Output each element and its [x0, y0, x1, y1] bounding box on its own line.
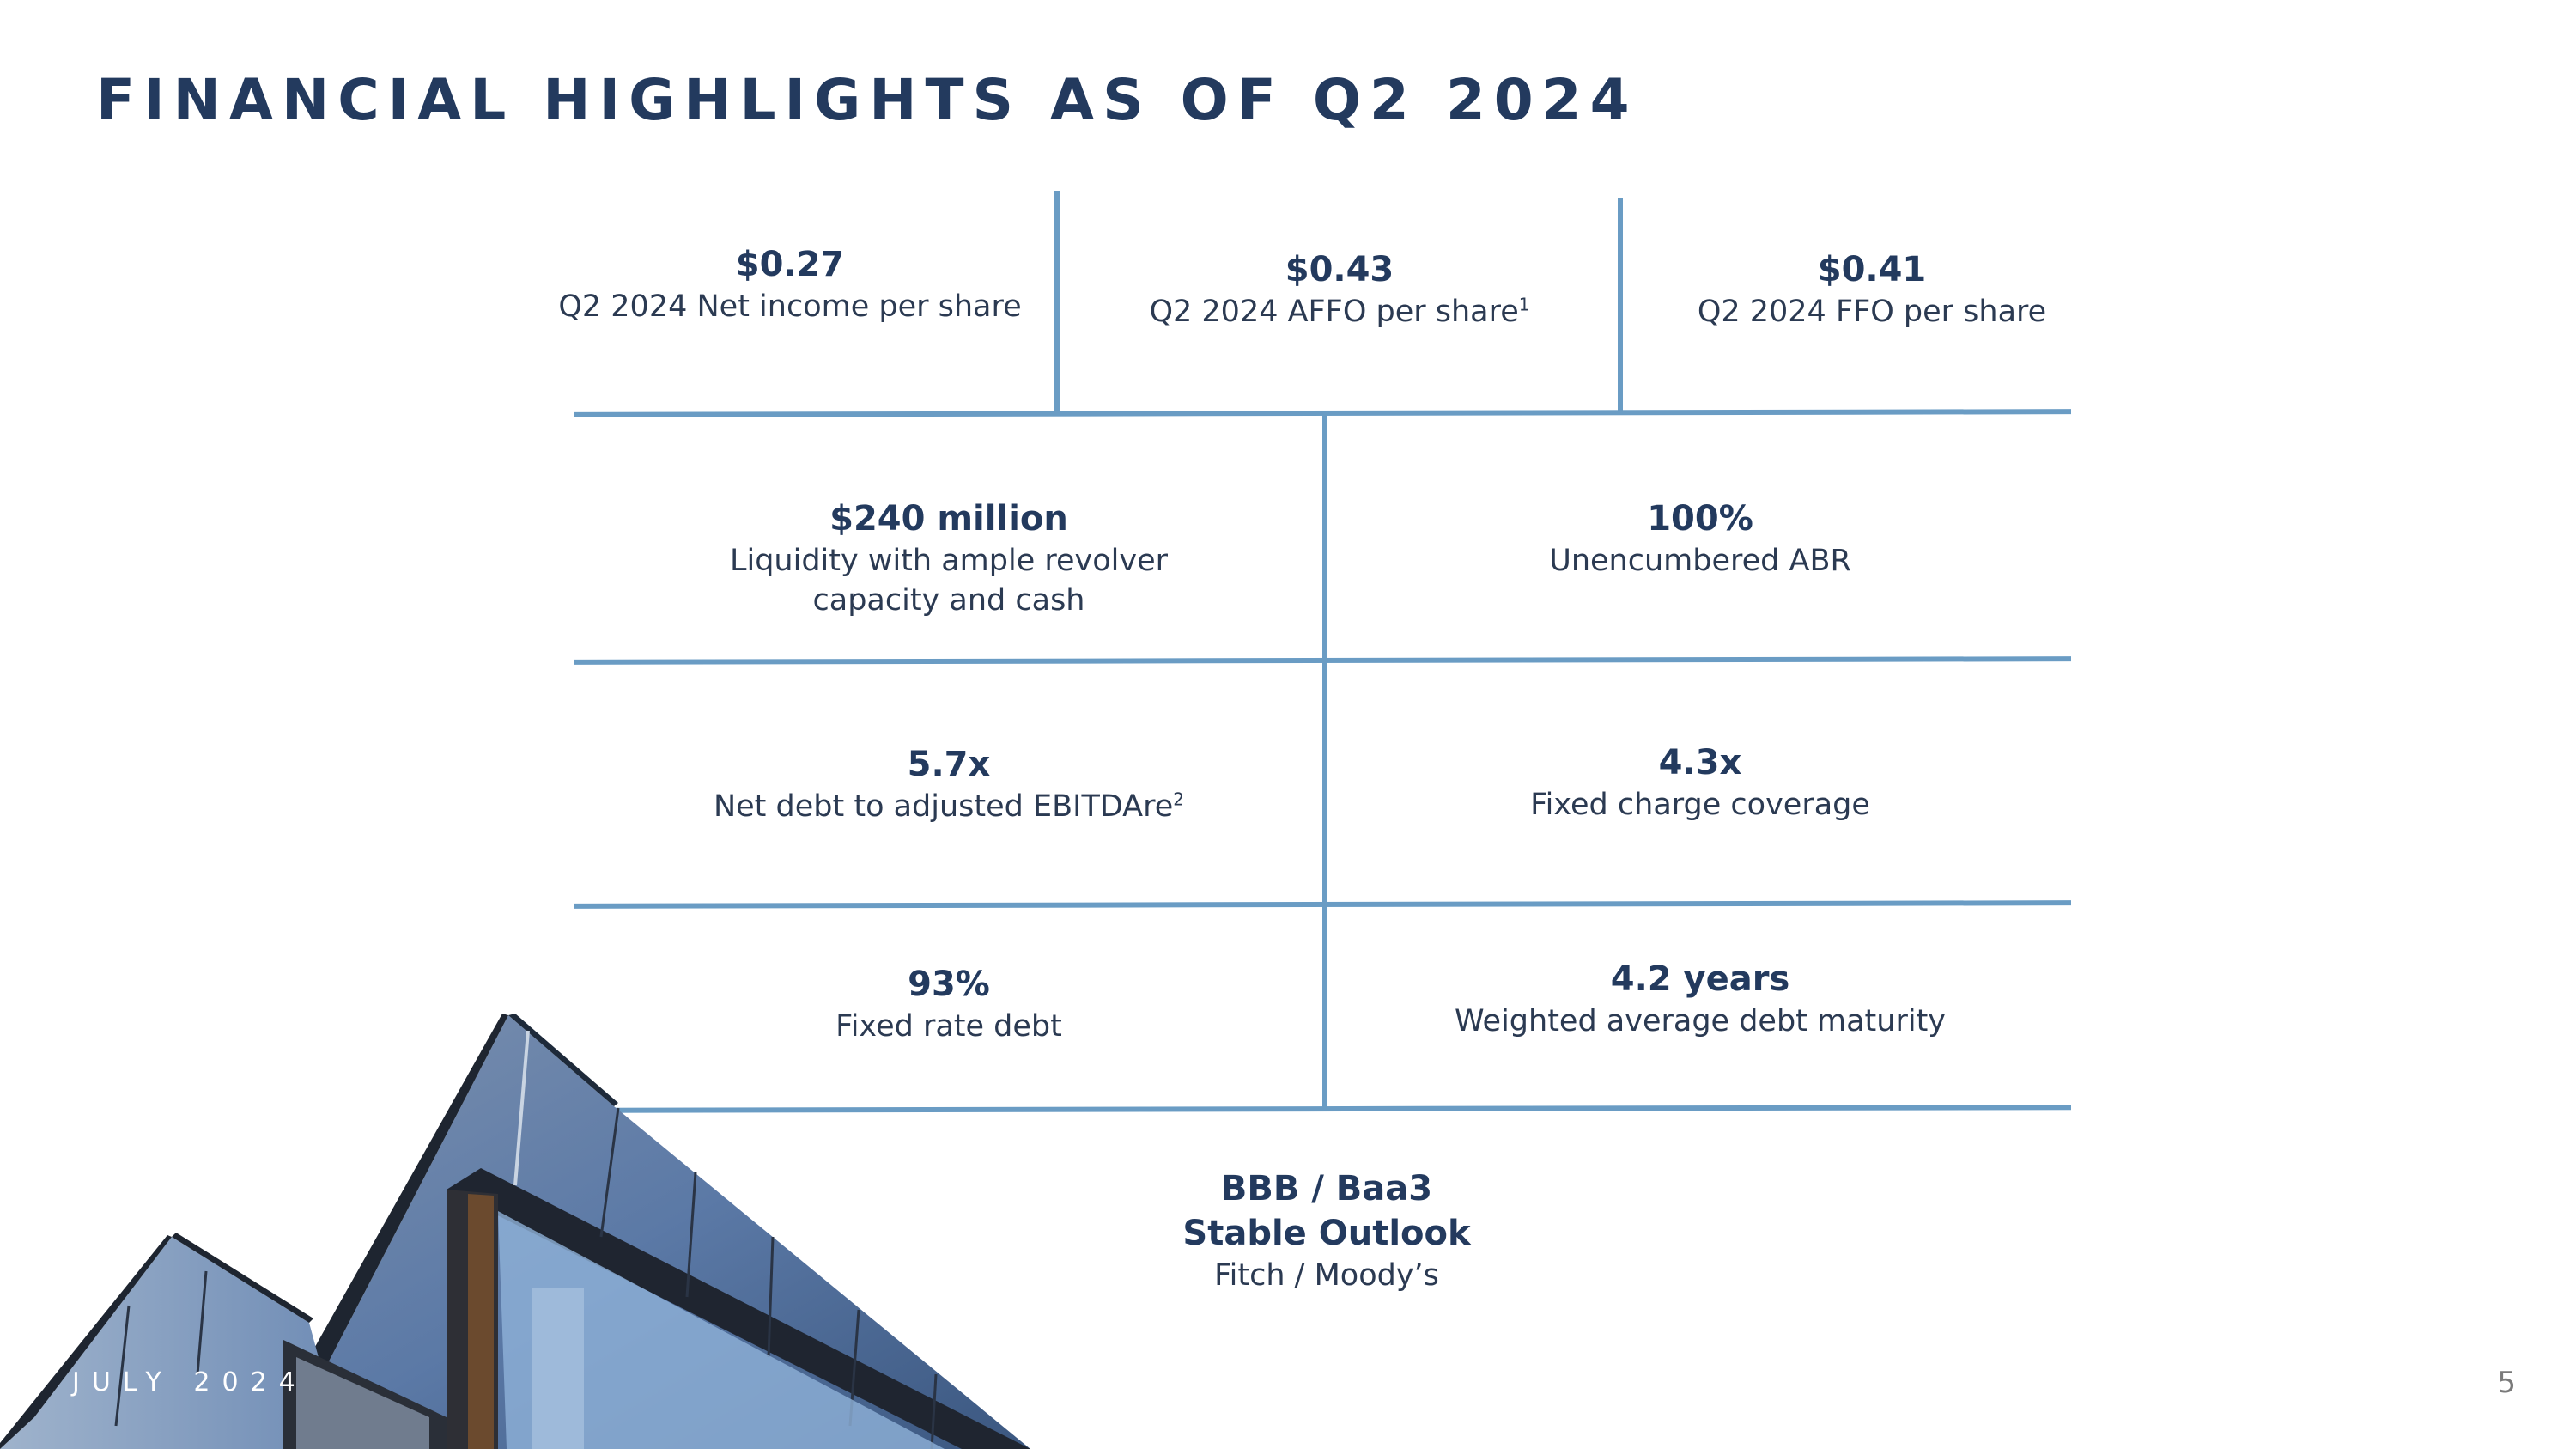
metric-value: $240 million [829, 499, 1068, 539]
metric-label: Q2 2024 AFFO per share1 [1149, 294, 1530, 329]
metric-fixed-rate: 93% Fixed rate debt [584, 962, 1314, 1046]
metric-value: 93% [908, 965, 990, 1004]
metric-label: Unencumbered ABR [1549, 544, 1851, 578]
metric-net-income: $0.27 Q2 2024 Net income per share [550, 242, 1030, 326]
metric-value: 4.2 years [1610, 959, 1790, 999]
metric-label: Weighted average debt maturity [1454, 1004, 1947, 1038]
metric-rating: BBB / Baa3 Stable Outlook Fitch / Moody’… [1030, 1166, 1623, 1295]
metric-label: Fixed rate debt [835, 1009, 1062, 1044]
metric-label: Net debt to adjusted EBITDAre2 [713, 788, 1185, 824]
metric-net-debt: 5.7x Net debt to adjusted EBITDAre2 [584, 742, 1314, 826]
metric-value: 5.7x [907, 745, 991, 784]
divider [1054, 191, 1060, 416]
metric-value: 100% [1647, 499, 1753, 539]
page-title: FINANCIAL HIGHLIGHTS AS OF Q2 2024 [96, 67, 1638, 133]
metric-fixed-charge: 4.3x Fixed charge coverage [1340, 740, 2061, 825]
page-number: 5 [2497, 1366, 2516, 1400]
metric-label: Q2 2024 FFO per share [1697, 295, 2047, 329]
metric-label: Q2 2024 Net income per share [558, 289, 1022, 324]
divider [1322, 414, 1327, 1110]
metric-affo: $0.43 Q2 2024 AFFO per share1 [1073, 247, 1606, 332]
metric-unencumbered: 100% Unencumbered ABR [1340, 496, 2061, 581]
footnote-marker: 1 [1518, 294, 1530, 315]
metric-value: 4.3x [1658, 743, 1742, 782]
metric-maturity: 4.2 years Weighted average debt maturity [1340, 957, 2061, 1041]
divider [1618, 198, 1623, 412]
metric-label: Liquidity with ample revolver [729, 544, 1168, 578]
metric-ffo: $0.41 Q2 2024 FFO per share [1631, 247, 2112, 332]
metric-label: Fixed charge coverage [1530, 788, 1870, 822]
metric-label: capacity and cash [812, 583, 1085, 618]
metric-value: Stable Outlook [1182, 1214, 1471, 1253]
metric-value: $0.43 [1285, 250, 1394, 289]
footer-date: JULY 2024 [72, 1367, 307, 1397]
footnote-marker: 2 [1173, 788, 1185, 810]
metric-value: $0.27 [735, 245, 845, 284]
building-photo [0, 1014, 1030, 1449]
metric-label: Fitch / Moody’s [1214, 1258, 1439, 1293]
metric-value: $0.41 [1817, 250, 1927, 289]
metric-value: BBB / Baa3 [1220, 1169, 1433, 1209]
metric-liquidity: $240 million Liquidity with ample revolv… [584, 496, 1314, 620]
